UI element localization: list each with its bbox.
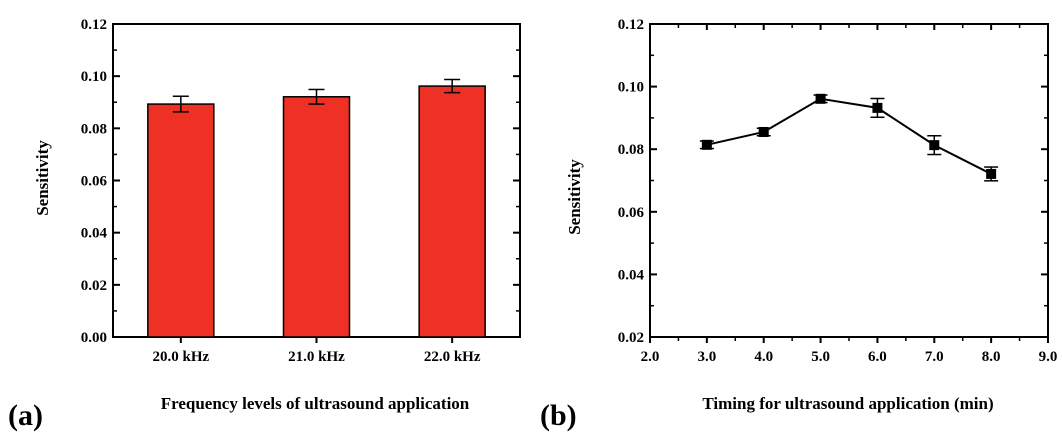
panel-a-y-tick-label: 0.12 (81, 17, 107, 33)
panel-a-y-tick-label: 0.08 (81, 121, 107, 137)
panel-b-label: (b) (540, 399, 577, 432)
panel-b-x-axis-title: Timing for ultrasound application (min) (702, 394, 993, 413)
panel-b-y-tick-label: 0.02 (618, 330, 644, 346)
panel-b-y-tick-label: 0.08 (618, 142, 644, 158)
panel-b-line-chart: Timing for ultrasound application (min) … (540, 17, 1057, 432)
panel-a-y-tick-label: 0.04 (81, 226, 108, 242)
panel-a-bar-chart: Frequency levels of ultrasound applicati… (8, 17, 521, 432)
panel-b-x-tick-label: 2.0 (641, 349, 660, 365)
panel-b-x-tick-label: 8.0 (982, 349, 1001, 365)
panel-a-label: (a) (8, 399, 43, 432)
panel-b-x-tick-label: 4.0 (754, 349, 773, 365)
panel-a-bar (282, 96, 351, 338)
panel-b-x-tick-label: 5.0 (811, 349, 830, 365)
panel-b-x-tick-label: 3.0 (697, 349, 716, 365)
panel-a-y-axis-title: Sensitivity (33, 140, 52, 216)
panel-a-x-axis-title: Frequency levels of ultrasound applicati… (161, 394, 470, 413)
panel-a-y-tick-label: 0.00 (81, 330, 107, 346)
panel-a-x-tick-label: 22.0 kHz (424, 349, 481, 365)
panel-b-data-point (929, 140, 940, 151)
panel-b-y-axis-title: Sensitivity (565, 159, 584, 235)
panel-b-y-tick-label: 0.04 (618, 267, 645, 283)
panel-b-data-point (815, 93, 826, 104)
panel-b-data-point (986, 168, 997, 179)
panel-b-y-tick-label: 0.06 (618, 205, 645, 221)
panel-a-bar (418, 85, 486, 338)
panel-b-series-line (706, 97, 992, 175)
panel-b-y-tick-label: 0.12 (618, 17, 644, 33)
panel-b-data-point (758, 126, 769, 137)
panel-b-data-point (701, 139, 712, 150)
panel-a-bar (147, 103, 215, 338)
panel-b-y-tick-label: 0.10 (618, 80, 644, 96)
panel-a-y-tick-label: 0.02 (81, 278, 107, 294)
panel-b-x-tick-label: 7.0 (925, 349, 944, 365)
panel-a-x-tick-label: 20.0 kHz (152, 349, 209, 365)
panel-a-y-tick-label: 0.10 (81, 69, 107, 85)
panel-a-x-tick-label: 21.0 kHz (288, 349, 345, 365)
panel-a-y-tick-label: 0.06 (81, 174, 108, 190)
panel-b-data-point (872, 102, 883, 113)
panel-b-x-tick-label: 6.0 (868, 349, 887, 365)
panel-b-x-tick-label: 9.0 (1039, 349, 1058, 365)
